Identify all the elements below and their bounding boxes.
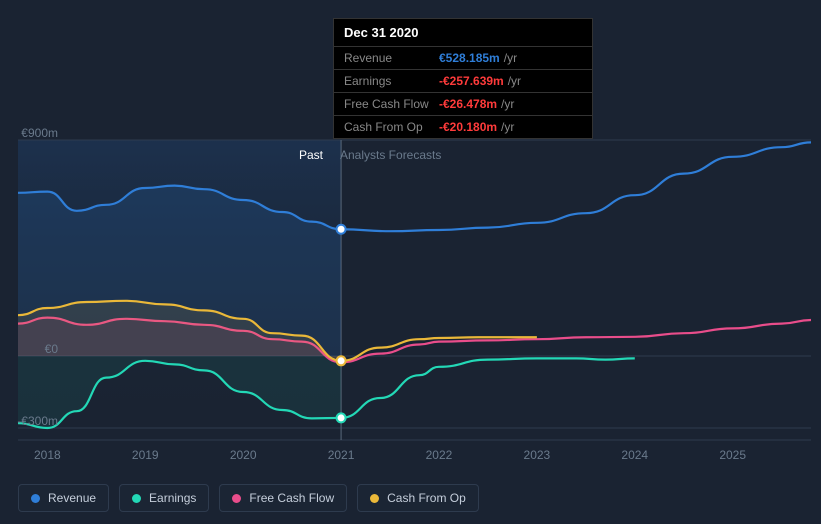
x-axis-label: 2023 (524, 448, 551, 462)
x-axis-label: 2018 (34, 448, 61, 462)
legend-item-earnings[interactable]: Earnings (119, 484, 209, 512)
chart-legend: Revenue Earnings Free Cash Flow Cash From O… (18, 484, 479, 512)
tooltip-unit: /yr (501, 97, 514, 111)
x-axis-label: 2020 (230, 448, 257, 462)
tooltip-row: Cash From Op-€20.180m/yr (334, 116, 592, 138)
tooltip-row: Revenue€528.185m/yr (334, 47, 592, 70)
legend-item-revenue[interactable]: Revenue (18, 484, 109, 512)
x-axis-label: 2025 (719, 448, 746, 462)
legend-label: Cash From Op (387, 491, 466, 505)
tooltip-metric-value: -€257.639m (439, 74, 504, 88)
tooltip-row: Free Cash Flow-€26.478m/yr (334, 93, 592, 116)
chart-tooltip: Dec 31 2020 Revenue€528.185m/yrEarnings-… (333, 18, 593, 139)
tooltip-metric-label: Revenue (344, 51, 439, 65)
tooltip-metric-value: -€20.180m (439, 120, 497, 134)
legend-item-cfo[interactable]: Cash From Op (357, 484, 479, 512)
legend-item-fcf[interactable]: Free Cash Flow (219, 484, 347, 512)
y-axis-label: €0 (8, 342, 58, 356)
past-section-label: Past (299, 148, 323, 162)
tooltip-metric-label: Cash From Op (344, 120, 439, 134)
legend-dot (232, 494, 241, 503)
tooltip-metric-label: Free Cash Flow (344, 97, 439, 111)
tooltip-unit: /yr (508, 74, 521, 88)
legend-label: Free Cash Flow (249, 491, 334, 505)
x-axis-label: 2019 (132, 448, 159, 462)
x-axis-label: 2024 (621, 448, 648, 462)
tooltip-unit: /yr (501, 120, 514, 134)
financial-chart: Dec 31 2020 Revenue€528.185m/yrEarnings-… (0, 0, 821, 524)
legend-dot (370, 494, 379, 503)
legend-dot (31, 494, 40, 503)
tooltip-row: Earnings-€257.639m/yr (334, 70, 592, 93)
tooltip-unit: /yr (504, 51, 517, 65)
tooltip-metric-value: -€26.478m (439, 97, 497, 111)
legend-label: Revenue (48, 491, 96, 505)
forecast-section-label: Analysts Forecasts (340, 148, 441, 162)
x-axis-label: 2022 (426, 448, 453, 462)
legend-label: Earnings (149, 491, 196, 505)
x-axis-label: 2021 (328, 448, 355, 462)
tooltip-metric-value: €528.185m (439, 51, 500, 65)
y-axis-label: €900m (8, 126, 58, 140)
y-axis-label: -€300m (8, 414, 58, 428)
legend-dot (132, 494, 141, 503)
tooltip-metric-label: Earnings (344, 74, 439, 88)
tooltip-date: Dec 31 2020 (334, 19, 592, 47)
